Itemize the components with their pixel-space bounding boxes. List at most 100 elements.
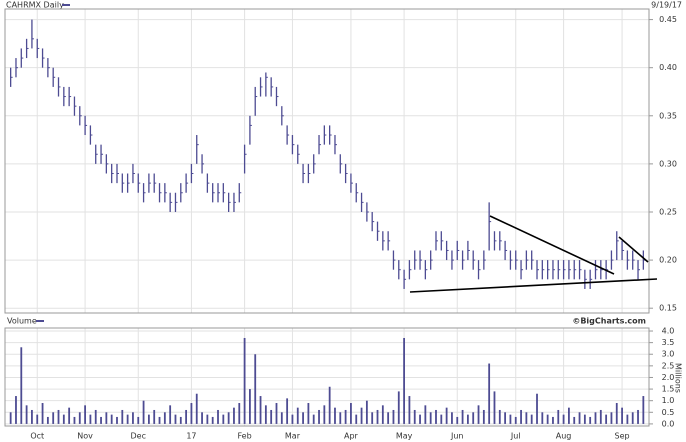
x-tick-label: Jun xyxy=(450,432,464,441)
volume-bar xyxy=(536,393,538,424)
volume-bar xyxy=(68,407,71,424)
x-tick-label: May xyxy=(396,432,413,441)
volume-bar xyxy=(626,414,629,424)
volume-bar xyxy=(371,412,374,424)
volume-bar xyxy=(525,412,528,424)
volume-bar xyxy=(52,412,55,424)
volume-bar xyxy=(31,409,33,424)
volume-bar xyxy=(185,409,188,424)
volume-bar xyxy=(376,409,379,424)
volume-bar xyxy=(195,393,198,424)
volume-bar xyxy=(350,403,352,424)
volume-bar xyxy=(291,414,294,424)
volume-bar xyxy=(339,412,342,424)
grid-layer xyxy=(5,9,649,426)
y-tick-label: 1.5 xyxy=(662,385,675,394)
volume-bar xyxy=(472,412,475,424)
volume-bar xyxy=(126,414,129,424)
y-tick-label: 0.40 xyxy=(659,63,677,72)
volume-bar xyxy=(318,409,320,424)
volume-bar xyxy=(504,412,507,424)
volume-bar xyxy=(530,414,533,424)
volume-bar xyxy=(132,412,134,424)
volume-bar xyxy=(562,414,565,424)
y-tick-label: 2.5 xyxy=(662,361,675,370)
volume-bar xyxy=(461,409,464,424)
y-tick-label: 0.35 xyxy=(659,111,677,120)
volume-bar xyxy=(355,414,358,424)
volume-bar xyxy=(179,416,182,424)
volume-bar xyxy=(110,414,113,424)
volume-bar xyxy=(328,386,331,424)
volume-bar xyxy=(605,414,608,424)
volume-bar xyxy=(381,405,384,424)
volume-bar xyxy=(578,412,581,424)
volume-bar xyxy=(36,414,39,424)
volume-bar xyxy=(78,412,81,424)
volume-bar xyxy=(419,414,421,424)
volume-bar xyxy=(631,412,634,424)
volume-bar xyxy=(397,391,400,424)
volume-bar xyxy=(312,414,315,424)
volume-bar xyxy=(493,391,496,424)
volume-bar xyxy=(233,407,235,424)
volume-bar xyxy=(105,412,108,424)
volume-bar xyxy=(408,396,411,424)
volume-bar xyxy=(488,363,491,424)
volume-bar xyxy=(227,412,230,424)
volume-bar xyxy=(100,416,102,424)
volume-bar xyxy=(323,405,326,424)
volume-bar xyxy=(615,403,618,424)
volume-bar xyxy=(498,409,501,424)
volume-bar xyxy=(286,398,289,424)
mark-layer: 0.15 0.20 0.25 0.30 0.35 0.40 0.45 0.0 0.5 1.0 1.5… xyxy=(9,15,677,441)
volume-bar xyxy=(158,416,161,424)
x-tick-label: Aug xyxy=(556,432,572,441)
volume-bar xyxy=(424,405,427,424)
volume-bar xyxy=(583,414,586,424)
volume-bar xyxy=(89,414,92,424)
x-tick-label: Feb xyxy=(238,432,252,441)
volume-bar xyxy=(84,405,86,424)
volume-bar xyxy=(169,405,172,424)
volume-bar xyxy=(9,412,12,424)
x-tick-label: Jul xyxy=(510,432,521,441)
volume-bar xyxy=(280,412,283,424)
volume-bar xyxy=(456,416,459,424)
volume-bar xyxy=(466,414,469,424)
volume-bar xyxy=(451,412,453,424)
volume-bar xyxy=(25,405,28,424)
volume-bar xyxy=(270,409,273,424)
y-tick-label: 3.5 xyxy=(662,338,675,347)
volume-bar xyxy=(137,416,140,424)
y-tick-label: 0.25 xyxy=(659,207,677,216)
volume-bar xyxy=(642,396,645,424)
chart-title: CAHRMX Daily xyxy=(6,1,64,10)
y-tick-label: 0.20 xyxy=(659,256,677,265)
volume-bar xyxy=(249,389,251,424)
price-panel xyxy=(4,8,650,314)
volume-bar xyxy=(594,412,597,424)
volume-bar xyxy=(573,416,576,424)
y-tick-label: 0.0 xyxy=(662,419,675,428)
volume-bar xyxy=(403,337,405,424)
date-label: 9/19/17 xyxy=(651,1,682,10)
y-tick-label: 4.0 xyxy=(662,327,675,336)
volume-bar xyxy=(238,403,241,424)
volume-bar xyxy=(589,416,592,424)
volume-bar xyxy=(482,409,485,424)
volume-bar xyxy=(222,414,225,424)
volume-bar xyxy=(365,400,368,424)
volume-bar xyxy=(73,416,76,424)
y-tick-label: 0.15 xyxy=(659,304,677,313)
volume-bar xyxy=(206,414,209,424)
volume-bar xyxy=(211,416,214,424)
x-tick-label: 17 xyxy=(186,432,196,441)
volume-bar xyxy=(387,412,390,424)
y-tick-label: 3.0 xyxy=(662,350,675,359)
volume-bar xyxy=(94,409,97,424)
volume-bar xyxy=(201,412,203,424)
x-tick-label: Oct xyxy=(30,432,44,441)
volume-bar xyxy=(435,409,437,424)
